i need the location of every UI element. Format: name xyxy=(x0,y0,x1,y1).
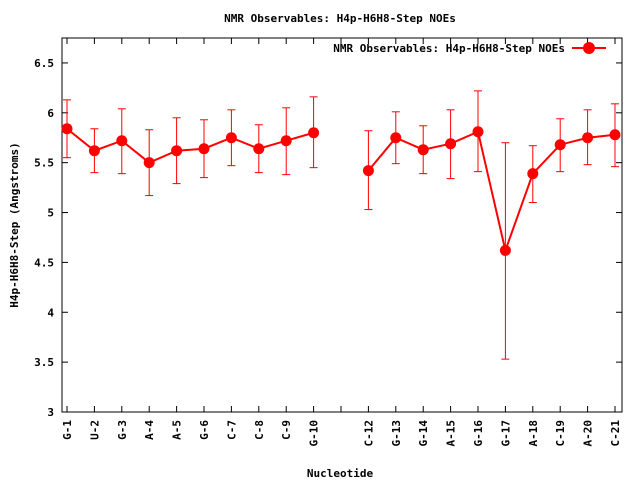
x-tick-label: G-6 xyxy=(198,420,211,440)
x-tick-label: C-8 xyxy=(253,420,266,440)
x-tick-label: G-14 xyxy=(417,420,430,447)
data-point xyxy=(609,129,621,141)
y-tick-label: 6 xyxy=(47,107,54,120)
legend: NMR Observables: H4p-H6H8-Step NOEs xyxy=(333,42,606,55)
x-tick-label: C-7 xyxy=(225,420,238,440)
chart-title: NMR Observables: H4p-H6H8-Step NOEs xyxy=(224,12,456,25)
y-tick-label: 4 xyxy=(47,306,54,319)
data-point xyxy=(527,168,539,180)
data-point xyxy=(280,135,292,147)
x-tick-label: G-13 xyxy=(390,420,403,447)
x-tick-label: C-21 xyxy=(609,420,622,447)
x-tick-label: C-19 xyxy=(554,420,567,447)
x-tick-label: C-9 xyxy=(280,420,293,440)
x-tick-label: G-17 xyxy=(499,420,512,447)
data-point xyxy=(417,144,429,156)
x-tick-label: G-16 xyxy=(472,420,485,447)
plot-frame xyxy=(61,37,623,413)
legend-marker xyxy=(583,42,595,54)
data-point xyxy=(253,143,265,155)
y-tick-label: 3.5 xyxy=(34,356,54,369)
x-tick-label: A-15 xyxy=(445,420,458,447)
x-tick-label: C-12 xyxy=(362,420,375,447)
data-point xyxy=(171,145,183,157)
data-point xyxy=(88,145,100,157)
x-axis: G-1 U-2 G-3 A-4 A-5 G-6 C-7 C-8 C-9 G-10 C-12 G-13 G… xyxy=(61,38,622,447)
data-point xyxy=(554,139,566,151)
x-tick-label: G-1 xyxy=(61,420,74,440)
data-point xyxy=(499,244,511,256)
x-axis-label: Nucleotide xyxy=(307,467,374,480)
data-point xyxy=(116,135,128,147)
y-axis: 3 3.5 4 4.5 5 5.5 6 6.5 xyxy=(34,57,622,419)
series-line xyxy=(66,127,314,164)
series-line xyxy=(367,130,616,254)
data-point xyxy=(61,123,73,135)
y-tick-label: 5 xyxy=(47,207,54,220)
x-tick-label: G-10 xyxy=(308,420,321,447)
data-point xyxy=(308,127,320,139)
data-point xyxy=(362,165,374,177)
series-layer xyxy=(61,90,621,360)
x-tick-label: A-5 xyxy=(171,420,184,440)
data-point xyxy=(390,132,402,144)
y-tick-label: 4.5 xyxy=(34,256,54,269)
x-tick-label: A-4 xyxy=(143,420,156,440)
data-point xyxy=(582,132,594,144)
x-tick-label: A-18 xyxy=(527,420,540,447)
data-point xyxy=(143,157,155,169)
y-tick-label: 6.5 xyxy=(34,57,54,70)
x-tick-label: A-20 xyxy=(582,420,595,447)
y-axis-label: H4p-H6H8-Step (Angstroms) xyxy=(8,142,21,308)
data-point xyxy=(225,132,237,144)
data-point xyxy=(198,143,210,155)
data-point xyxy=(445,138,457,150)
data-point xyxy=(472,126,484,138)
y-tick-label: 3 xyxy=(47,406,54,419)
x-tick-label: U-2 xyxy=(88,420,101,440)
y-tick-label: 5.5 xyxy=(34,157,54,170)
legend-label: NMR Observables: H4p-H6H8-Step NOEs xyxy=(333,42,565,55)
x-tick-label: G-3 xyxy=(116,420,129,440)
